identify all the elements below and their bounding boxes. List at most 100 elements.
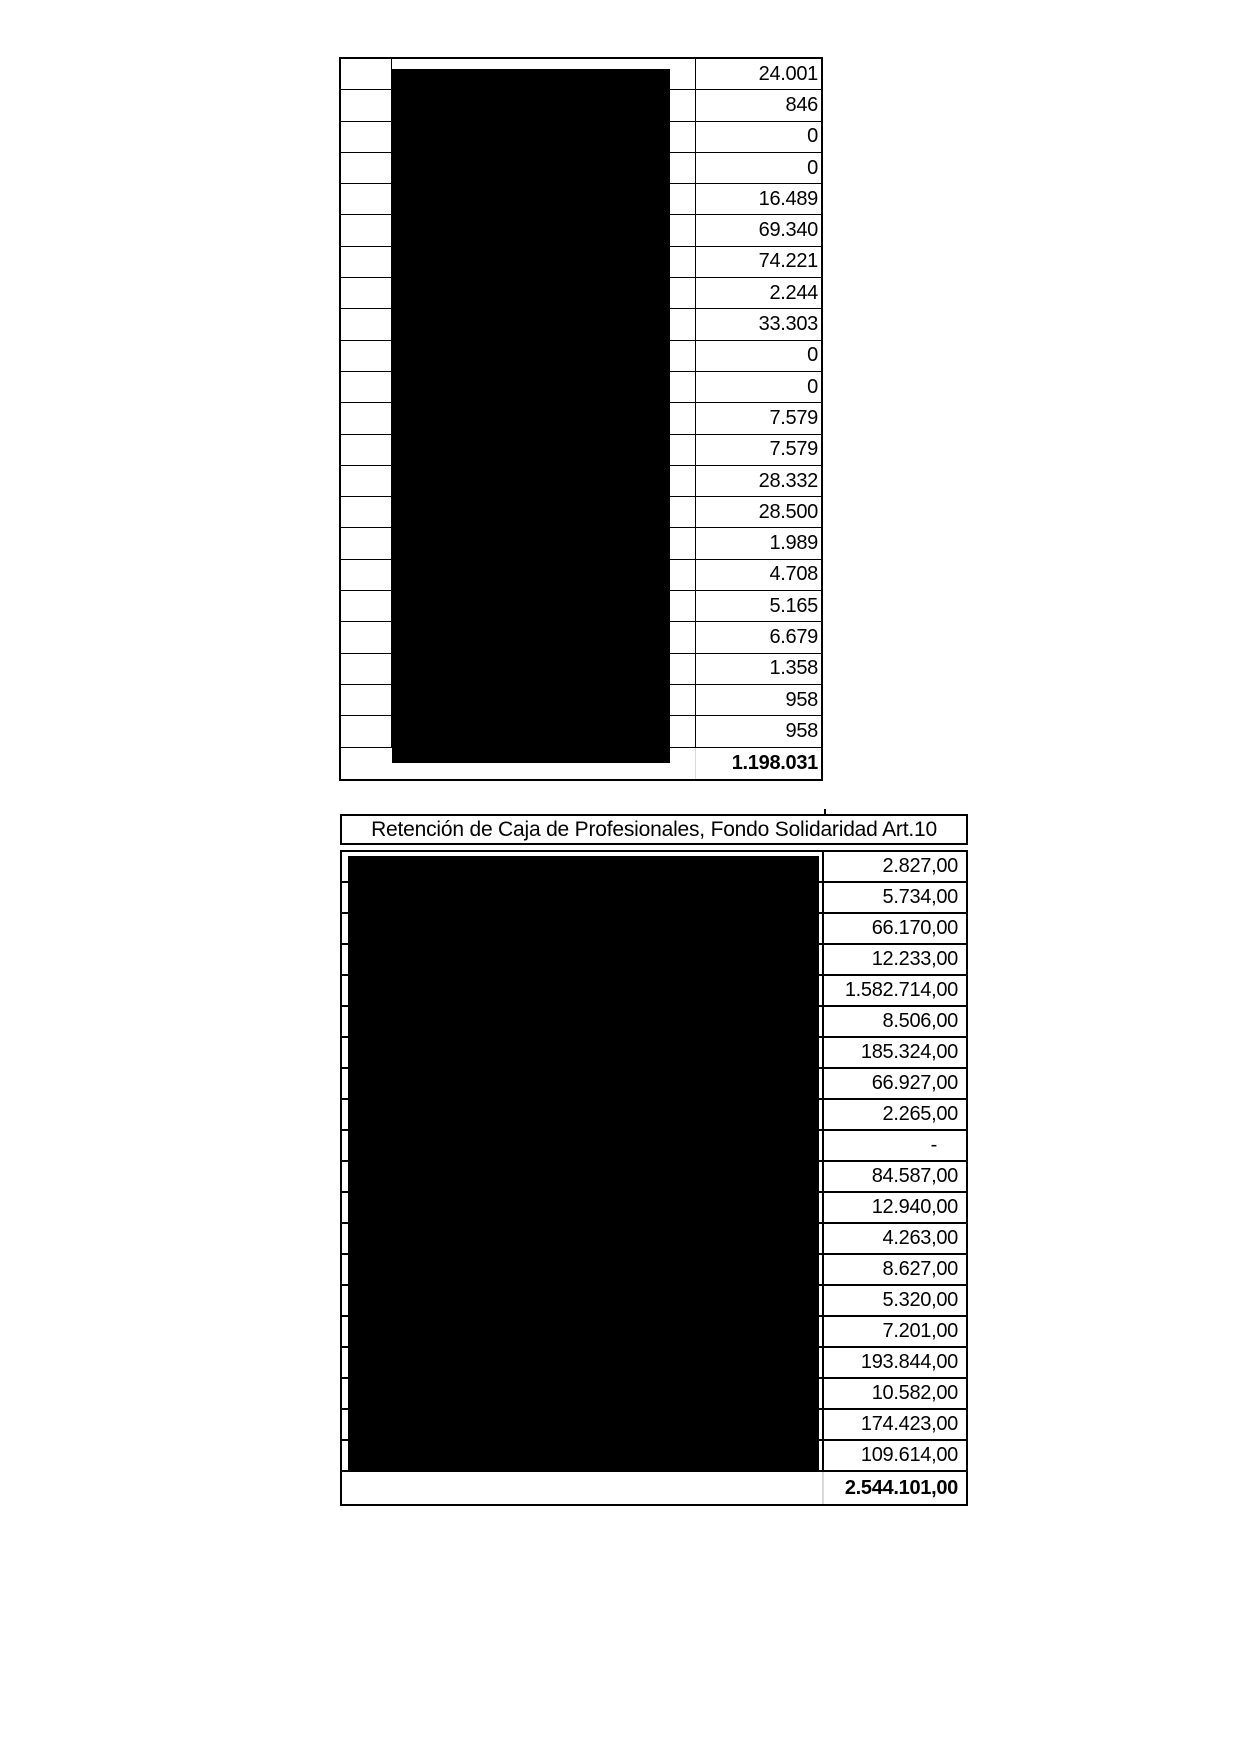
row-label-cell	[341, 653, 392, 684]
total-row-spacer	[342, 1472, 824, 1504]
value-cell: 2.244	[769, 281, 818, 304]
value-cell: 0	[807, 125, 818, 148]
value-cell: 28.500	[758, 500, 819, 523]
redacted-description-cell	[392, 497, 696, 528]
redacted-description-cell	[342, 1224, 824, 1253]
value-cell: 33.303	[758, 313, 819, 336]
row-label-cell	[341, 371, 392, 403]
redacted-description-cell	[392, 152, 696, 184]
table-title: Retención de Caja de Profesionales, Fond…	[340, 814, 968, 845]
value-cell: 5.734,00	[882, 886, 959, 908]
value-cell: 0	[807, 156, 818, 179]
value-cell: 66.170,00	[871, 917, 959, 939]
redacted-description-cell	[392, 559, 696, 591]
value-cell: 7.579	[769, 438, 818, 461]
value-cell: 8.506,00	[882, 1010, 959, 1032]
redacted-description-cell	[392, 622, 696, 653]
total-row: 1.198.031	[341, 747, 821, 780]
value-cell: 174.423,00	[860, 1413, 958, 1435]
row-label-cell	[341, 528, 392, 559]
row-label-cell	[341, 340, 392, 371]
redaction-block	[392, 69, 670, 763]
redacted-description-cell	[342, 1193, 824, 1222]
row-label-cell	[341, 121, 392, 152]
redacted-description-cell	[392, 246, 696, 278]
row-label-cell	[341, 278, 392, 309]
row-label-cell	[341, 716, 392, 747]
value-cell: 7.579	[769, 406, 818, 429]
row-label-cell	[341, 434, 392, 465]
row-label-cell	[341, 184, 392, 215]
redacted-description-cell	[392, 684, 696, 716]
redacted-description-cell	[392, 528, 696, 559]
row-label-cell	[341, 684, 392, 716]
redacted-description-cell	[342, 1441, 824, 1470]
redacted-description-cell	[342, 852, 824, 881]
redacted-description-cell	[392, 184, 696, 215]
redacted-description-cell	[342, 1255, 824, 1284]
value-cell: 4.708	[769, 563, 818, 586]
row-label-cell	[341, 591, 392, 622]
value-cell: 5.320,00	[882, 1289, 959, 1311]
value-cell: 5.165	[769, 594, 818, 617]
redacted-description-cell	[342, 1038, 824, 1067]
redacted-description-cell	[342, 1379, 824, 1408]
row-label-cell	[341, 90, 392, 121]
redacted-description-cell	[342, 1100, 824, 1129]
value-cell: 2.827,00	[882, 855, 959, 877]
value-cell: 6.679	[769, 625, 818, 648]
redacted-description-cell	[342, 1317, 824, 1346]
total-row: 2.544.101,00	[342, 1472, 966, 1504]
row-label-cell	[341, 622, 392, 653]
redacted-description-cell	[342, 883, 824, 912]
redacted-description-cell	[392, 309, 696, 340]
redacted-description-cell	[342, 914, 824, 943]
value-cell: 2.265,00	[882, 1103, 959, 1125]
redacted-description-cell	[392, 653, 696, 684]
value-cell: 16.489	[758, 187, 819, 210]
redacted-description-cell	[392, 465, 696, 497]
value-cell: 0	[807, 344, 818, 367]
total-row-spacer	[341, 747, 696, 780]
redacted-description-cell	[392, 90, 696, 121]
value-cell: 12.233,00	[871, 948, 959, 970]
row-label-cell	[341, 559, 392, 591]
top-amounts-table: 24.001 846 0 0 16.489 69.340 74.221	[339, 57, 823, 782]
redacted-description-cell	[342, 1162, 824, 1191]
value-cell: 1.989	[769, 532, 818, 555]
value-cell: 69.340	[758, 219, 819, 242]
caja-profesionales-table: 2.827,00 5.734,00 66.170,00 12.233,00 1.…	[340, 850, 968, 1506]
redacted-description-cell	[342, 1131, 824, 1160]
value-cell: 958	[785, 688, 819, 711]
value-cell: 0	[807, 375, 818, 398]
redacted-description-cell	[392, 59, 696, 90]
redacted-description-cell	[392, 215, 696, 246]
redacted-description-cell	[342, 1007, 824, 1036]
value-cell: 24.001	[758, 62, 819, 85]
row-label-cell	[341, 465, 392, 497]
value-cell: 10.582,00	[871, 1382, 959, 1404]
redaction-block	[348, 856, 819, 1472]
redacted-description-cell	[392, 716, 696, 747]
row-label-cell	[341, 215, 392, 246]
value-cell: 185.324,00	[860, 1041, 958, 1063]
value-cell: 193.844,00	[860, 1351, 958, 1373]
value-cell: 12.940,00	[871, 1196, 959, 1218]
row-label-cell	[341, 59, 392, 90]
value-cell: 84.587,00	[871, 1165, 959, 1187]
value-cell: 846	[785, 93, 819, 116]
value-cell: -	[930, 1134, 938, 1156]
row-label-cell	[341, 497, 392, 528]
gridline-remnant	[824, 809, 826, 815]
redacted-description-cell	[392, 278, 696, 309]
value-cell: 8.627,00	[882, 1258, 959, 1280]
redacted-description-cell	[342, 976, 824, 1005]
value-cell: 1.582.714,00	[844, 979, 958, 1001]
value-cell: 4.263,00	[882, 1227, 959, 1249]
row-label-cell	[341, 309, 392, 340]
total-value-cell: 2.544.101,00	[844, 1476, 958, 1499]
redacted-description-cell	[392, 434, 696, 465]
redacted-description-cell	[342, 1348, 824, 1377]
redacted-description-cell	[342, 1286, 824, 1315]
